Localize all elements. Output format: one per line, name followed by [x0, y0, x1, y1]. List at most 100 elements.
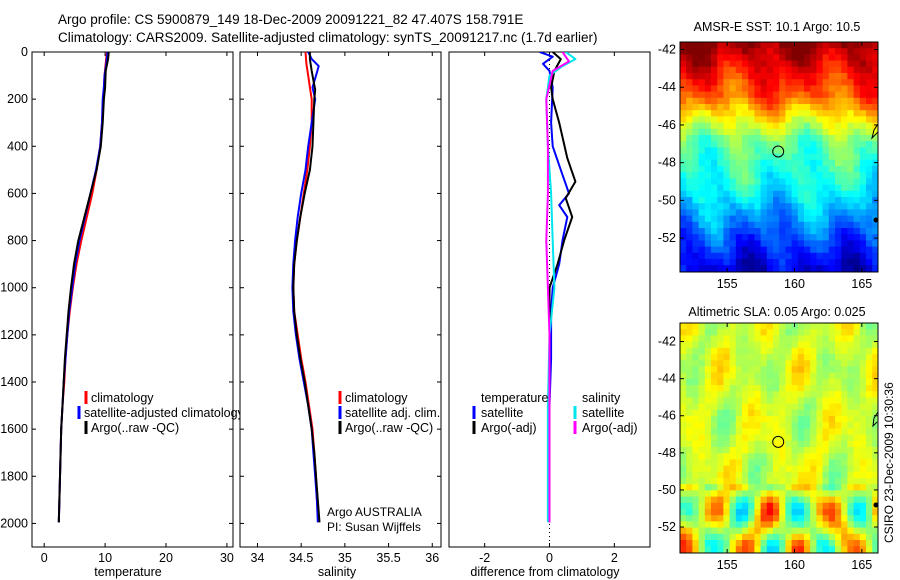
y-tick-label: 0: [21, 45, 28, 59]
heatmap-cell: [754, 209, 761, 216]
heatmap-cell: [711, 172, 718, 179]
heatmap-cell: [847, 471, 854, 479]
heatmap-cell: [773, 335, 780, 342]
sla-map-y-ticks: -42-44-46-48-50-52: [658, 335, 878, 534]
heatmap-cell: [853, 190, 861, 198]
x-tick-label: 0: [41, 551, 48, 565]
heatmap-cell: [810, 378, 817, 386]
heatmap-cell: [872, 391, 878, 398]
heatmap-cell: [866, 403, 873, 411]
heatmap-cell: [847, 323, 854, 330]
heatmap-cell: [804, 97, 811, 105]
heatmap-cell: [680, 184, 687, 192]
heatmap-cell: [828, 48, 836, 55]
heatmap-cell: [717, 378, 724, 386]
heatmap-cell: [742, 440, 749, 448]
heatmap-cell: [692, 378, 699, 386]
heatmap-cell: [729, 66, 737, 74]
heatmap-cell: [735, 341, 743, 349]
heatmap-cell: [866, 540, 873, 547]
heatmap-cell: [841, 128, 848, 136]
heatmap-cell: [692, 403, 699, 411]
heatmap-cell: [859, 385, 867, 392]
heatmap-cell: [866, 265, 873, 272]
heatmap-cell: [859, 496, 867, 504]
heatmap-cell: [872, 42, 878, 49]
salinity-x-label: salinity: [318, 565, 357, 579]
heatmap-cell: [866, 391, 873, 398]
heatmap-cell: [698, 347, 706, 355]
heatmap-cell: [766, 141, 774, 148]
heatmap-cell: [686, 354, 693, 361]
heatmap-cell: [742, 372, 749, 380]
heatmap-cell: [872, 73, 878, 80]
heatmap-cell: [735, 422, 743, 429]
heatmap-cell: [760, 354, 768, 361]
heatmap-cell: [810, 354, 817, 361]
heatmap-cell: [810, 54, 817, 61]
heatmap-cell: [779, 147, 786, 154]
heatmap-cell: [791, 509, 799, 516]
heatmap-cell: [866, 484, 873, 491]
heatmap-cell: [841, 91, 848, 99]
heatmap-cell: [692, 540, 699, 547]
heatmap-cell: [766, 209, 774, 216]
heatmap-cell: [822, 360, 830, 367]
heatmap-cell: [797, 60, 805, 68]
heatmap-cell: [816, 73, 823, 80]
heatmap-cell: [742, 79, 749, 86]
heatmap-cell: [797, 153, 805, 161]
heatmap-cell: [859, 391, 867, 398]
heatmap-cell: [835, 403, 842, 411]
heatmap-cell: [841, 378, 848, 386]
heatmap-cell: [859, 478, 867, 485]
heatmap-cell: [742, 471, 749, 479]
heatmap-cell: [698, 447, 706, 454]
heatmap-cell: [847, 502, 854, 510]
heatmap-cell: [804, 209, 811, 216]
heatmap-cell: [828, 79, 836, 86]
heatmap-cell: [735, 335, 743, 342]
heatmap-cell: [686, 416, 693, 423]
heatmap-cell: [872, 453, 878, 460]
heatmap-cell: [754, 48, 761, 55]
heatmap-cell: [698, 490, 706, 497]
heatmap-cell: [735, 521, 743, 528]
heatmap-cell: [704, 73, 712, 80]
heatmap-cell: [711, 97, 718, 105]
heatmap-cell: [828, 329, 836, 336]
heatmap-cell: [711, 366, 718, 373]
heatmap-cell: [766, 440, 774, 448]
heatmap-cell: [711, 416, 718, 423]
heatmap-cell: [742, 128, 749, 136]
heatmap-cell: [828, 434, 836, 442]
heatmap-cell: [698, 48, 706, 55]
heatmap-cell: [835, 184, 842, 192]
heatmap-cell: [866, 178, 873, 185]
heatmap-cell: [853, 434, 861, 442]
heatmap-cell: [791, 453, 799, 460]
y-tick-label: 400: [7, 139, 28, 153]
heatmap-cell: [859, 428, 867, 435]
heatmap-cell: [748, 434, 755, 442]
heatmap-cell: [835, 527, 842, 535]
heatmap-cell: [810, 184, 817, 192]
heatmap-cell: [717, 329, 724, 336]
heatmap-cell: [872, 116, 878, 123]
heatmap-cell: [791, 85, 799, 92]
heatmap-cell: [735, 509, 743, 516]
heatmap-cell: [698, 172, 706, 179]
heatmap-cell: [859, 335, 867, 342]
heatmap-cell: [853, 178, 861, 185]
heatmap-cell: [698, 521, 706, 528]
heatmap-cell: [797, 141, 805, 148]
heatmap-cell: [698, 122, 706, 130]
heatmap-cell: [853, 42, 861, 49]
heatmap-cell: [754, 465, 761, 473]
heatmap-cell: [816, 178, 823, 185]
heatmap-cell: [797, 48, 805, 55]
heatmap-cell: [785, 428, 792, 435]
heatmap-cell: [704, 172, 712, 179]
heatmap-cell: [841, 60, 848, 68]
heatmap-cell: [804, 48, 811, 55]
